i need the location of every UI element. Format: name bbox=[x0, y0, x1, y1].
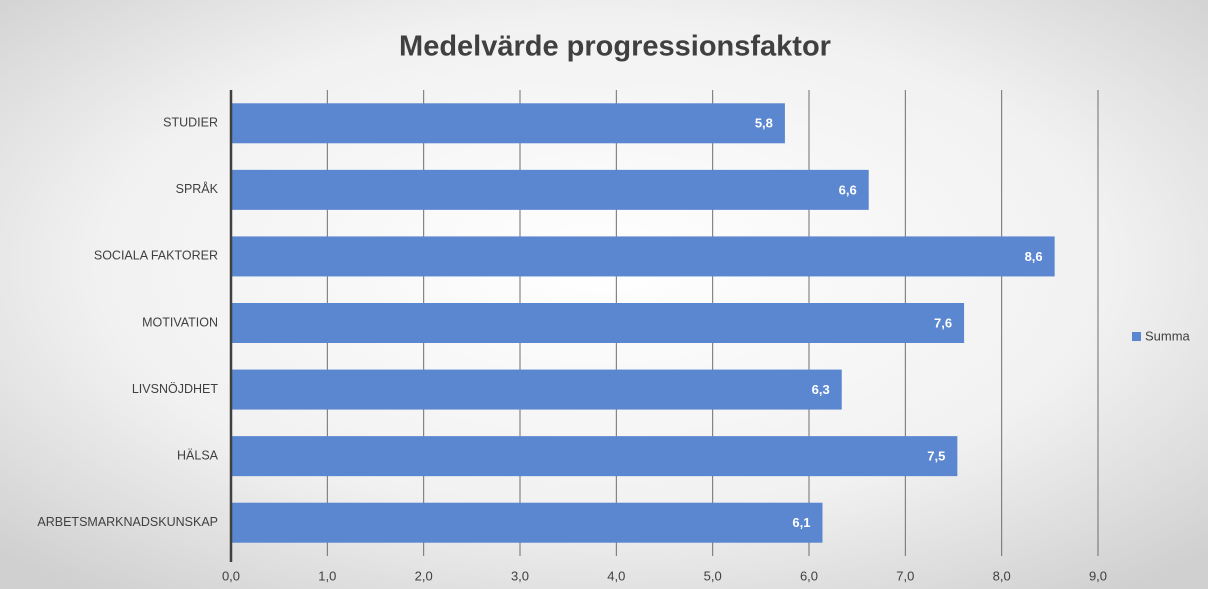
data-label: 6,6 bbox=[839, 182, 857, 197]
bar bbox=[231, 103, 785, 144]
y-tick-label: ARBETSMARKNADSKUNSKAP bbox=[37, 515, 218, 529]
x-tick-label: 0,0 bbox=[222, 568, 240, 583]
data-label: 6,1 bbox=[792, 515, 810, 530]
legend-label: Summa bbox=[1145, 328, 1191, 343]
bar bbox=[231, 303, 965, 343]
bar bbox=[231, 169, 869, 210]
y-tick-label: SOCIALA FAKTORER bbox=[94, 249, 218, 263]
chart-title: Medelvärde progressionsfaktor bbox=[399, 31, 831, 63]
x-tick-label: 3,0 bbox=[511, 568, 529, 583]
y-tick-label: LIVSNÖJDHET bbox=[132, 382, 218, 396]
x-tick-label: 1,0 bbox=[318, 568, 336, 583]
x-tick-label: 9,0 bbox=[1089, 568, 1107, 583]
bar bbox=[231, 502, 823, 543]
y-tick-label: MOTIVATION bbox=[142, 315, 218, 329]
bar bbox=[231, 436, 958, 477]
x-tick-label: 2,0 bbox=[415, 568, 433, 583]
data-label: 8,6 bbox=[1025, 249, 1043, 264]
data-label: 5,8 bbox=[755, 116, 773, 131]
legend-swatch bbox=[1132, 332, 1141, 341]
x-tick-label: 6,0 bbox=[800, 568, 818, 583]
data-label: 7,5 bbox=[927, 449, 945, 464]
data-label: 6,3 bbox=[812, 382, 830, 397]
y-tick-label: SPRÅK bbox=[176, 181, 219, 196]
bar bbox=[231, 236, 1055, 277]
x-tick-label: 5,0 bbox=[704, 568, 722, 583]
bar bbox=[231, 369, 842, 410]
x-tick-label: 8,0 bbox=[993, 568, 1011, 583]
y-tick-label: STUDIER bbox=[163, 116, 218, 130]
x-tick-label: 4,0 bbox=[607, 568, 625, 583]
y-tick-label: HÄLSA bbox=[177, 448, 219, 462]
data-label: 7,6 bbox=[934, 315, 952, 330]
x-tick-label: 7,0 bbox=[896, 568, 914, 583]
